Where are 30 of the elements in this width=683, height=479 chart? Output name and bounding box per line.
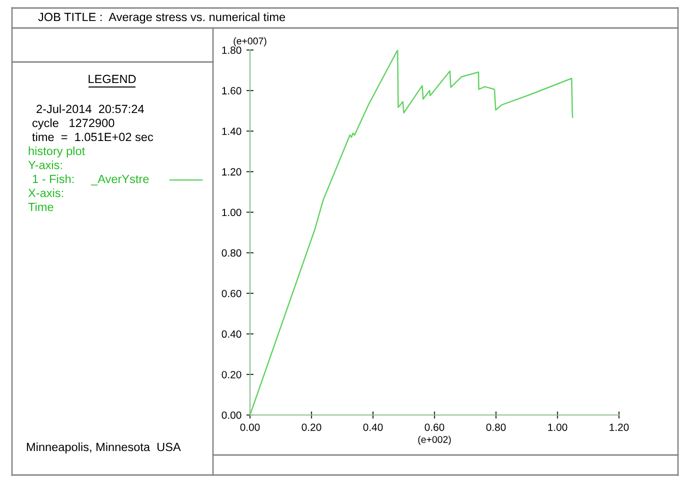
y-tick-label: 0.80 [222,249,242,257]
text: history plot [28,146,85,158]
x-tick-label: 0.00 [240,424,260,431]
y-tick-label: 0.40 [222,330,242,338]
y-tick-label: 1.60 [222,87,242,94]
text: cycle 1272900 [32,118,114,130]
y-tick-label: 0.60 [222,290,242,298]
y-tick-label: 0.20 [222,370,242,378]
x-tick-label: 0.40 [363,424,383,431]
legend-label: 1 - Fish: _AverYstre [32,174,149,186]
text: Minneapolis, Minnesota USA [26,442,181,454]
x-tick-label: 0.20 [302,424,322,431]
text: LEGEND [88,74,136,84]
y-tick-label: 1.00 [222,208,242,216]
x-tick-label: 0.60 [424,424,444,431]
x-axis-title: (e+002) [418,436,451,445]
text: time = 1.051E+02 sec [32,132,154,142]
y-axis-title: (e+007) [234,37,266,46]
y-tick-label: 1.40 [222,128,242,135]
text: X-axis: [28,188,63,198]
text: Time [28,202,54,212]
y-tick-label: 0.00 [222,412,242,419]
chart-title: JOB TITLE : Average stress vs. numerical time [38,12,286,24]
y-tick-label: 1.80 [222,46,242,54]
x-tick-label: 0.80 [486,424,506,431]
y-tick-label: 1.20 [222,168,242,176]
text: 2-Jul-2014 20:57:24 [36,104,144,114]
text: Y-axis: [28,160,62,170]
x-tick-label: 1.20 [610,424,629,431]
x-tick-label: 1.00 [548,424,568,431]
